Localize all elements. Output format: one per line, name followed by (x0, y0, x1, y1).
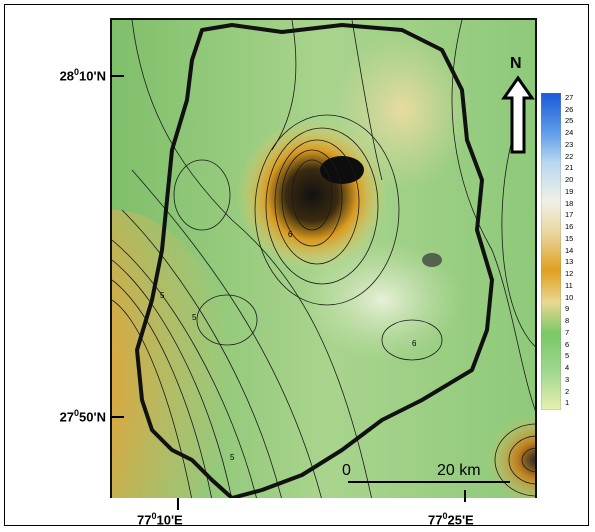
lat-tick-bottom (110, 416, 124, 418)
legend-value: 10 (565, 292, 574, 302)
legend-value: 23 (565, 139, 574, 149)
study-area-boundary (135, 23, 494, 498)
legend-value: 20 (565, 175, 574, 185)
legend-value: 7 (565, 327, 570, 337)
lat-tick-top (110, 75, 124, 77)
legend-value: 4 (565, 363, 570, 373)
legend-value: 8 (565, 316, 570, 326)
lon-label-left: 77010'E (137, 511, 183, 528)
legend-value: 24 (565, 128, 574, 138)
scale-bar: 0 20 km (342, 462, 510, 483)
legend-value: 16 (565, 222, 574, 232)
lon-tick-left (177, 498, 179, 510)
peak-core (320, 156, 364, 184)
contour-map-svg: 5 6 5 6 5 N 0 20 km (112, 20, 535, 498)
legend-value: 11 (565, 280, 573, 290)
contour-map[interactable]: 5 6 5 6 5 N 0 20 km (110, 18, 537, 498)
contour-label: 6 (412, 339, 417, 348)
contour-label: 5 (160, 291, 165, 300)
light-zone (302, 240, 462, 360)
contour-label: 5 (192, 313, 197, 322)
legend-value: 26 (565, 104, 574, 114)
contour-label: 6 (288, 230, 293, 239)
legend-value: 5 (565, 351, 570, 361)
north-label: N (510, 55, 522, 72)
legend-value: 25 (565, 116, 574, 126)
left-high-zone (112, 210, 232, 498)
legend-value: 6 (565, 339, 570, 349)
legend-value: 21 (565, 163, 574, 173)
north-arrow: N (501, 55, 535, 154)
scale-start-label: 0 (342, 462, 351, 479)
legend-value: 2 (565, 386, 570, 396)
legend-value: 17 (565, 210, 574, 220)
legend-value: 27 (565, 93, 574, 102)
lon-label-right: 77025'E (428, 511, 474, 528)
corner-peak (487, 415, 535, 498)
legend-value: 12 (565, 269, 574, 279)
contour-lines (112, 20, 535, 498)
central-peak (237, 120, 387, 270)
legend-value: 22 (565, 151, 574, 161)
legend-value: 3 (565, 374, 570, 384)
contour-label: 5 (230, 453, 235, 462)
legend-value: 15 (565, 233, 574, 243)
legend-value: 1 (565, 398, 570, 408)
scale-end-label: 20 km (437, 462, 481, 479)
legend-value: 9 (565, 304, 570, 314)
north-arrow-icon (501, 75, 535, 154)
legend-value: 18 (565, 198, 574, 208)
legend-colorbar (541, 93, 561, 410)
small-low (422, 253, 442, 267)
lat-label-top: 28010'N (59, 67, 106, 84)
lon-tick-right (464, 490, 466, 502)
legend-value: 14 (565, 245, 574, 255)
lat-label-bottom: 27050'N (59, 408, 106, 425)
legend-value: 13 (565, 257, 574, 267)
map-frame (4, 4, 589, 526)
legend-value: 19 (565, 186, 574, 196)
